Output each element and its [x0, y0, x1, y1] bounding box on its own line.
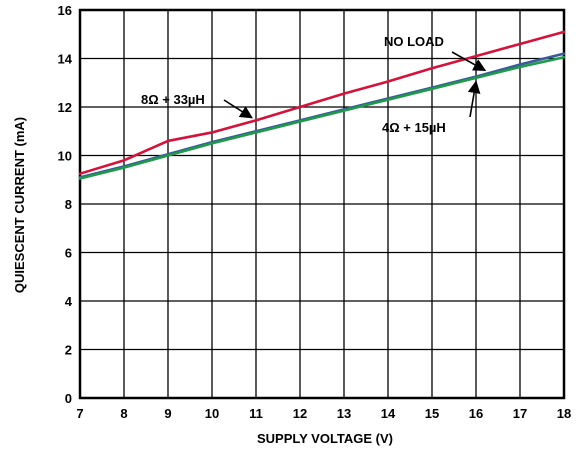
y-tick-label: 6: [65, 246, 72, 261]
annotation-arrow: [451, 51, 487, 72]
x-tick-label: 7: [76, 406, 83, 421]
x-axis-title: SUPPLY VOLTAGE (V): [257, 431, 393, 446]
annotation-label: 4Ω + 15µH: [382, 120, 446, 135]
plot-frame: [78, 8, 566, 400]
grid: [78, 8, 566, 400]
tick-labels: 7 8 9 10 11 12 13 14 15 16 17 18 0 2 4 6 8 10 12 14 16: [58, 3, 572, 421]
y-tick-label: 10: [58, 149, 72, 164]
y-tick-label: 0: [65, 391, 72, 406]
x-tick-label: 16: [469, 406, 483, 421]
annotation-label: NO LOAD: [384, 34, 444, 49]
y-tick-label: 2: [65, 343, 72, 358]
annotation-arrow: [223, 99, 253, 119]
y-tick-label: 16: [58, 3, 72, 18]
y-tick-label: 4: [65, 294, 73, 309]
series-lines: [78, 30, 566, 180]
annotations: NO LOAD 8Ω + 33µH 4Ω + 15µH: [141, 34, 487, 135]
y-axis-title: QUIESCENT CURRENT (mA): [12, 117, 27, 293]
annotation-arrow: [467, 80, 481, 118]
x-tick-label: 17: [513, 406, 527, 421]
x-tick-label: 8: [120, 406, 127, 421]
y-tick-label: 8: [65, 197, 72, 212]
x-tick-label: 12: [293, 406, 307, 421]
x-tick-label: 9: [164, 406, 171, 421]
x-tick-label: 10: [205, 406, 219, 421]
annotation-label: 8Ω + 33µH: [141, 92, 205, 107]
x-tick-label: 15: [425, 406, 439, 421]
x-tick-label: 13: [337, 406, 351, 421]
y-tick-label: 14: [58, 52, 73, 67]
x-tick-label: 11: [249, 406, 263, 421]
x-tick-label: 14: [381, 406, 396, 421]
series-line-8-33-h: [78, 30, 566, 175]
x-tick-label: 18: [557, 406, 571, 421]
series-line-4-15-h: [78, 55, 566, 180]
y-tick-label: 12: [58, 100, 72, 115]
